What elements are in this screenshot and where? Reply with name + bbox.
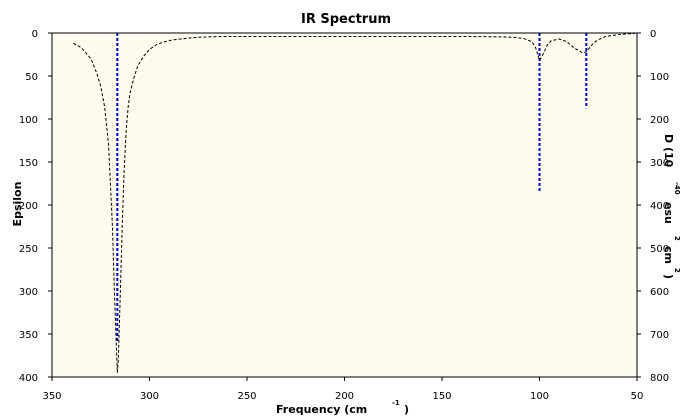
y-axis-right-label-cm: cm: [662, 246, 675, 264]
y-axis-right-label-exp2: 2: [673, 236, 681, 241]
y-right-tick-label: 500: [650, 244, 669, 255]
y-left-tick-label: 250: [19, 244, 38, 255]
y-left-tick-label: 150: [19, 158, 38, 169]
y-right-tick-label: 300: [650, 158, 669, 169]
y-right-tick-label: 100: [650, 72, 669, 83]
x-tick-label: 150: [432, 391, 451, 402]
y-right-tick-label: 200: [650, 115, 669, 126]
y-axis-right-label: D (10 -40 esu 2 cm 2 ): [662, 134, 681, 279]
x-tick-label: 300: [140, 391, 159, 402]
y-right-tick-label: 0: [650, 29, 656, 40]
y-axis-right-label-exp1: -40: [673, 182, 681, 195]
y-axis-right-label-esu: esu: [662, 202, 675, 224]
spectrum-line: [73, 32, 636, 373]
y-left-tick-label: 0: [32, 29, 38, 40]
y-axis-right-label-exp3: 2: [673, 268, 681, 273]
x-axis-label: Frequency (cm: [276, 403, 367, 416]
x-tick-label: 50: [631, 391, 644, 402]
y-axis-right-label-d: D (10: [662, 134, 675, 168]
x-tick-label: 250: [237, 391, 256, 402]
y-right-tick-label: 700: [650, 330, 669, 341]
chart-title: IR Spectrum: [301, 12, 391, 27]
plot-area: [52, 33, 637, 377]
x-tick-label: 200: [335, 391, 354, 402]
y-axis-left-label: Epsilon: [11, 182, 24, 227]
y-left-tick-label: 100: [19, 115, 38, 126]
y-left-tick-label: 50: [25, 72, 38, 83]
y-left-tick-label: 350: [19, 330, 38, 341]
y-left-tick-label: 400: [19, 373, 38, 384]
y-right-tick-label: 600: [650, 287, 669, 298]
y-axis-right-label-close: ): [662, 274, 675, 279]
x-axis-label-close: ): [404, 403, 409, 416]
y-left-tick-label: 300: [19, 287, 38, 298]
y-right-tick-label: 400: [650, 201, 669, 212]
x-tick-label: 100: [530, 391, 549, 402]
x-axis-label-exponent: -1: [392, 399, 400, 407]
axis-ticks: 350 300 250 200 150 100 5005010015020025030035…: [19, 29, 669, 402]
x-tick-label: 350: [42, 391, 61, 402]
y-left-tick-label: 200: [19, 201, 38, 212]
y-right-tick-label: 800: [650, 373, 669, 384]
